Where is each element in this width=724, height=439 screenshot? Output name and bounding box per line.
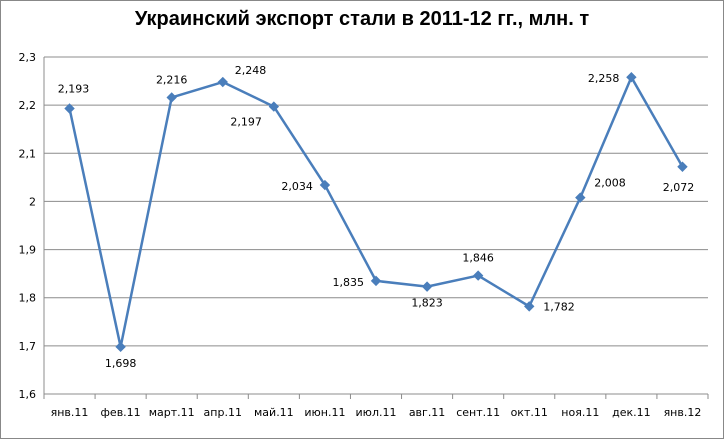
data-point <box>268 101 280 112</box>
series-line <box>68 75 684 349</box>
data-point <box>626 72 637 83</box>
x-tick-label: дек.11 <box>612 406 651 419</box>
y-tick-label: 1,9 <box>19 244 37 257</box>
y-tick-label: 2,2 <box>19 99 37 112</box>
y-tick-label: 1,6 <box>19 388 37 401</box>
chart-title: Украинский экспорт стали в 2011-12 гг., … <box>134 8 590 30</box>
data-point <box>115 341 126 353</box>
data-label: 2,008 <box>594 177 626 190</box>
x-tick-label: авг.11 <box>409 406 446 419</box>
data-label: 2,248 <box>235 64 267 77</box>
data-point <box>524 301 535 312</box>
x-tick-label: янв.12 <box>664 406 702 419</box>
data-label: 2,197 <box>230 116 262 129</box>
data-point <box>166 92 177 103</box>
x-tick-label: сент.11 <box>456 406 500 419</box>
data-label: 2,193 <box>58 83 90 96</box>
data-point <box>319 179 331 191</box>
data-label: 1,782 <box>543 300 575 313</box>
x-tick-label: апр.11 <box>204 406 242 419</box>
data-point <box>677 161 688 172</box>
x-tick-label: ноя.11 <box>561 406 599 419</box>
y-tick-label: 1,7 <box>19 340 37 353</box>
data-label: 2,034 <box>281 180 313 193</box>
y-tick-label: 2,1 <box>19 147 37 160</box>
data-point <box>421 281 433 292</box>
x-tick-label: май.11 <box>254 406 294 419</box>
x-tick-label: янв.11 <box>51 406 89 419</box>
data-label: 1,823 <box>411 297 443 310</box>
y-tick-label: 2 <box>29 195 36 208</box>
data-label: 2,216 <box>156 73 188 86</box>
data-label: 1,698 <box>105 357 137 370</box>
data-label: 2,072 <box>663 181 695 194</box>
x-tick-label: фев.11 <box>101 406 141 419</box>
data-point <box>64 103 75 114</box>
x-tick-label: июн.11 <box>304 406 345 419</box>
data-point <box>217 76 228 88</box>
data-label: 1,846 <box>462 252 494 265</box>
data-point <box>472 270 484 281</box>
y-tick-label: 1,8 <box>19 292 37 305</box>
data-label: 2,258 <box>588 72 620 85</box>
data-label: 1,835 <box>333 276 365 289</box>
x-tick-label: март.11 <box>149 406 195 419</box>
data-point <box>370 275 382 287</box>
x-tick-label: июл.11 <box>356 406 397 419</box>
y-tick-label: 2,3 <box>19 51 37 64</box>
x-tick-label: окт.11 <box>511 406 548 419</box>
data-point <box>575 192 586 203</box>
